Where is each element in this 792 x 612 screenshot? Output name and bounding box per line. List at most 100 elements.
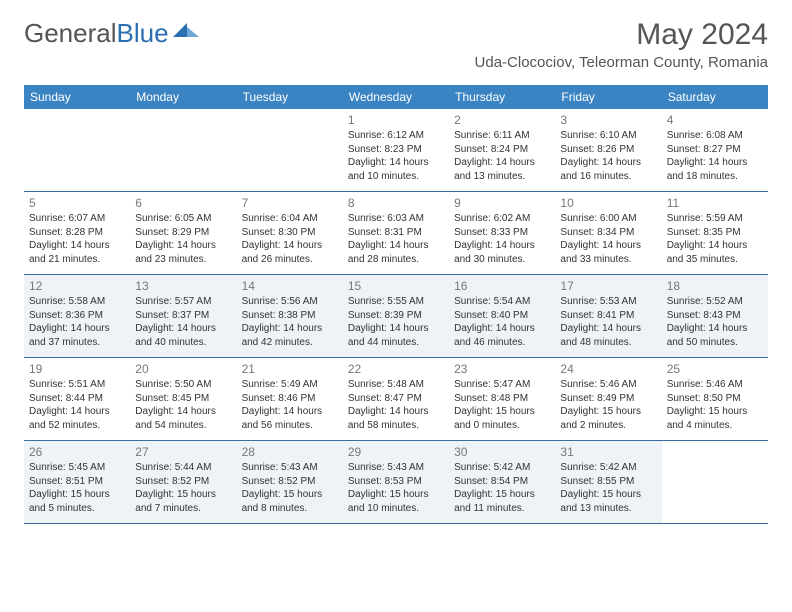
day-number: 29 <box>348 445 444 459</box>
day-info: Sunrise: 5:58 AMSunset: 8:36 PMDaylight:… <box>29 295 125 349</box>
day-cell: 22 Sunrise: 5:48 AMSunset: 8:47 PMDayligh… <box>343 358 449 440</box>
weeks-container: 1Sunrise: 6:12 AMSunset: 8:23 PMDaylight… <box>24 109 768 524</box>
day-info: Sunrise: 6:07 AMSunset: 8:28 PMDaylight:… <box>29 212 125 266</box>
day-number: 2 <box>454 113 550 127</box>
weekday-row: SundayMondayTuesdayWednesdayThursdayFrid… <box>24 85 768 109</box>
day-info: Sunrise: 5:49 AMSunset: 8:46 PMDaylight:… <box>242 378 338 432</box>
day-cell: 21 Sunrise: 5:49 AMSunset: 8:46 PMDayligh… <box>237 358 343 440</box>
day-info: Sunrise: 5:57 AMSunset: 8:37 PMDaylight:… <box>135 295 231 349</box>
day-cell: 10 Sunrise: 6:00 AMSunset: 8:34 PMDayligh… <box>555 192 661 274</box>
day-info: Sunrise: 5:48 AMSunset: 8:47 PMDaylight:… <box>348 378 444 432</box>
day-number: 1 <box>348 113 444 127</box>
week-row: 1Sunrise: 6:12 AMSunset: 8:23 PMDaylight… <box>24 109 768 192</box>
day-cell: 19Sunrise: 5:51 AMSunset: 8:44 PMDayligh… <box>24 358 130 440</box>
day-cell: 26 Sunrise: 5:45 AMSunset: 8:51 PMDayligh… <box>24 441 130 523</box>
day-info: Sunrise: 6:00 AMSunset: 8:34 PMDaylight:… <box>560 212 656 266</box>
day-info: Sunrise: 6:02 AMSunset: 8:33 PMDaylight:… <box>454 212 550 266</box>
day-cell <box>662 441 768 523</box>
day-info: Sunrise: 5:51 AMSunset: 8:44 PMDaylight:… <box>29 378 125 432</box>
week-row: 5 Sunrise: 6:07 AMSunset: 8:28 PMDaylight… <box>24 192 768 275</box>
day-number: 16 <box>454 279 550 293</box>
day-info: Sunrise: 5:43 AMSunset: 8:53 PMDaylight:… <box>348 461 444 515</box>
day-cell: 14 Sunrise: 5:56 AMSunset: 8:38 PMDayligh… <box>237 275 343 357</box>
week-row: 19Sunrise: 5:51 AMSunset: 8:44 PMDayligh… <box>24 358 768 441</box>
day-number: 23 <box>454 362 550 376</box>
month-title: May 2024 <box>475 18 768 52</box>
day-number: 20 <box>135 362 231 376</box>
day-info: Sunrise: 6:11 AMSunset: 8:24 PMDaylight:… <box>454 129 550 183</box>
logo-text-1: General <box>24 18 117 48</box>
day-cell <box>24 109 130 191</box>
weekday-header: Wednesday <box>343 85 449 109</box>
day-number: 9 <box>454 196 550 210</box>
day-number: 13 <box>135 279 231 293</box>
day-cell <box>130 109 236 191</box>
day-number: 11 <box>667 196 763 210</box>
header: GeneralBlue May 2024 Uda-Clocociov, Tele… <box>0 0 792 79</box>
day-cell: 2 Sunrise: 6:11 AMSunset: 8:24 PMDaylight… <box>449 109 555 191</box>
day-cell: 28 Sunrise: 5:43 AMSunset: 8:52 PMDayligh… <box>237 441 343 523</box>
title-block: May 2024 Uda-Clocociov, Teleorman County… <box>475 18 768 71</box>
day-cell: 18 Sunrise: 5:52 AMSunset: 8:43 PMDayligh… <box>662 275 768 357</box>
weekday-header: Monday <box>130 85 236 109</box>
day-info: Sunrise: 5:55 AMSunset: 8:39 PMDaylight:… <box>348 295 444 349</box>
day-info: Sunrise: 5:47 AMSunset: 8:48 PMDaylight:… <box>454 378 550 432</box>
day-number: 7 <box>242 196 338 210</box>
day-number: 17 <box>560 279 656 293</box>
day-info: Sunrise: 5:52 AMSunset: 8:43 PMDaylight:… <box>667 295 763 349</box>
day-number: 12 <box>29 279 125 293</box>
day-cell: 13 Sunrise: 5:57 AMSunset: 8:37 PMDayligh… <box>130 275 236 357</box>
day-cell: 6 Sunrise: 6:05 AMSunset: 8:29 PMDaylight… <box>130 192 236 274</box>
day-info: Sunrise: 5:50 AMSunset: 8:45 PMDaylight:… <box>135 378 231 432</box>
day-number: 18 <box>667 279 763 293</box>
day-number: 28 <box>242 445 338 459</box>
day-info: Sunrise: 5:43 AMSunset: 8:52 PMDaylight:… <box>242 461 338 515</box>
day-number: 25 <box>667 362 763 376</box>
day-number: 27 <box>135 445 231 459</box>
day-info: Sunrise: 5:45 AMSunset: 8:51 PMDaylight:… <box>29 461 125 515</box>
day-info: Sunrise: 5:54 AMSunset: 8:40 PMDaylight:… <box>454 295 550 349</box>
day-info: Sunrise: 5:46 AMSunset: 8:50 PMDaylight:… <box>667 378 763 432</box>
day-info: Sunrise: 6:03 AMSunset: 8:31 PMDaylight:… <box>348 212 444 266</box>
location: Uda-Clocociov, Teleorman County, Romania <box>475 54 768 71</box>
logo-text-2: Blue <box>117 18 169 48</box>
day-number: 5 <box>29 196 125 210</box>
day-info: Sunrise: 5:42 AMSunset: 8:54 PMDaylight:… <box>454 461 550 515</box>
day-cell: 27Sunrise: 5:44 AMSunset: 8:52 PMDayligh… <box>130 441 236 523</box>
day-cell: 25 Sunrise: 5:46 AMSunset: 8:50 PMDayligh… <box>662 358 768 440</box>
day-cell: 1Sunrise: 6:12 AMSunset: 8:23 PMDaylight… <box>343 109 449 191</box>
calendar: SundayMondayTuesdayWednesdayThursdayFrid… <box>24 85 768 524</box>
day-number: 3 <box>560 113 656 127</box>
day-info: Sunrise: 5:53 AMSunset: 8:41 PMDaylight:… <box>560 295 656 349</box>
day-number: 21 <box>242 362 338 376</box>
day-number: 4 <box>667 113 763 127</box>
day-cell <box>237 109 343 191</box>
day-number: 22 <box>348 362 444 376</box>
day-number: 6 <box>135 196 231 210</box>
day-cell: 24Sunrise: 5:46 AMSunset: 8:49 PMDayligh… <box>555 358 661 440</box>
logo: GeneralBlue <box>24 18 201 49</box>
day-cell: 15Sunrise: 5:55 AMSunset: 8:39 PMDayligh… <box>343 275 449 357</box>
day-number: 26 <box>29 445 125 459</box>
day-number: 31 <box>560 445 656 459</box>
week-row: 26 Sunrise: 5:45 AMSunset: 8:51 PMDayligh… <box>24 441 768 524</box>
logo-text: GeneralBlue <box>24 18 169 49</box>
day-cell: 17 Sunrise: 5:53 AMSunset: 8:41 PMDayligh… <box>555 275 661 357</box>
day-info: Sunrise: 6:04 AMSunset: 8:30 PMDaylight:… <box>242 212 338 266</box>
day-number: 30 <box>454 445 550 459</box>
week-row: 12 Sunrise: 5:58 AMSunset: 8:36 PMDayligh… <box>24 275 768 358</box>
weekday-header: Thursday <box>449 85 555 109</box>
day-cell: 4Sunrise: 6:08 AMSunset: 8:27 PMDaylight… <box>662 109 768 191</box>
day-cell: 20 Sunrise: 5:50 AMSunset: 8:45 PMDayligh… <box>130 358 236 440</box>
day-info: Sunrise: 5:56 AMSunset: 8:38 PMDaylight:… <box>242 295 338 349</box>
day-info: Sunrise: 6:05 AMSunset: 8:29 PMDaylight:… <box>135 212 231 266</box>
day-info: Sunrise: 5:42 AMSunset: 8:55 PMDaylight:… <box>560 461 656 515</box>
weekday-header: Friday <box>555 85 661 109</box>
day-cell: 23 Sunrise: 5:47 AMSunset: 8:48 PMDayligh… <box>449 358 555 440</box>
day-cell: 8Sunrise: 6:03 AMSunset: 8:31 PMDaylight… <box>343 192 449 274</box>
day-number: 14 <box>242 279 338 293</box>
day-cell: 5 Sunrise: 6:07 AMSunset: 8:28 PMDaylight… <box>24 192 130 274</box>
day-number: 10 <box>560 196 656 210</box>
day-info: Sunrise: 5:59 AMSunset: 8:35 PMDaylight:… <box>667 212 763 266</box>
day-cell: 29 Sunrise: 5:43 AMSunset: 8:53 PMDayligh… <box>343 441 449 523</box>
